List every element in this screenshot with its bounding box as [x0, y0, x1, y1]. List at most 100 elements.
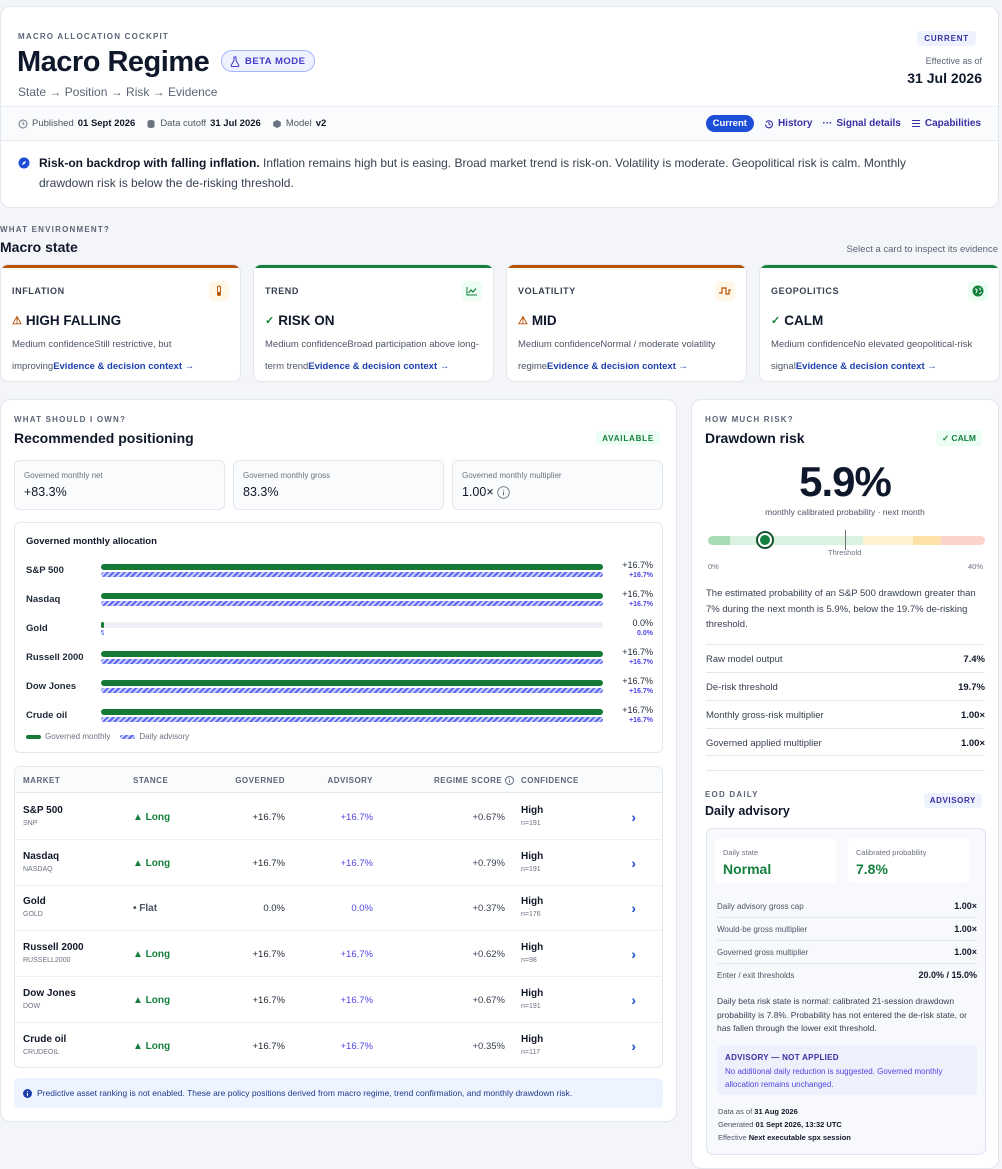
regime-score: +0.67% — [472, 812, 506, 823]
table-row[interactable]: Russell 2000 RUSSELL2000 ▲ Long +16.7% +16.7… — [15, 931, 662, 978]
info-icon[interactable] — [496, 485, 510, 499]
macro-state-hint: Select a card to inspect its evidence — [846, 244, 998, 255]
chevron-right-icon[interactable]: › — [631, 900, 636, 917]
effective-session: Effective Next executable spx session — [718, 1133, 851, 1142]
allocation-market: Nasdaq — [26, 594, 61, 605]
chevron-right-icon[interactable]: › — [631, 991, 636, 1008]
stat-value: 83.3% — [243, 485, 279, 499]
advisory-value: +16.7% — [340, 812, 374, 823]
state-card-geopolitics[interactable]: GEOPOLITICS ✓ CALM Medium confidenceNo elev… — [759, 264, 1000, 382]
beta-mode-label: BETA MODE — [245, 55, 306, 67]
market-name: Dow Jones — [23, 987, 76, 999]
table-row[interactable]: Nasdaq NASDAQ ▲ Long +16.7% +16.7% +0.79% High… — [15, 840, 662, 886]
chevron-right-icon[interactable]: › — [631, 1037, 636, 1054]
chevron-right-icon[interactable]: › — [631, 854, 636, 871]
market-name: S&P 500 — [23, 805, 63, 816]
table-row[interactable]: Gold GOLD • Flat 0.0% 0.0% +0.37% High n=176 › — [15, 885, 662, 932]
evidence-link[interactable]: Evidence & decision context → — [53, 361, 195, 372]
threshold-marker — [845, 530, 846, 550]
drawdown-risk-card: HOW MUCH RISK? Drawdown risk ✓ CALM 5.9%… — [691, 399, 999, 1169]
current-view-button[interactable]: Current — [705, 115, 754, 132]
market-ticker: SNP — [23, 820, 38, 827]
chevron-right-icon[interactable]: › — [631, 809, 636, 825]
history-link[interactable]: History — [764, 118, 812, 129]
more-dots-icon: ··· — [822, 118, 833, 129]
state-card-inflation[interactable]: INFLATION ⚠ HIGH FALLING Medium confidenceS… — [0, 264, 241, 382]
market-ticker: DOW — [23, 1002, 41, 1010]
signal-details-link[interactable]: ··· Signal details — [822, 118, 900, 129]
table-row[interactable]: S&P 500 SNP ▲ Long +16.7% +16.7% +0.67% High n=… — [15, 794, 662, 840]
market-name: Gold — [23, 896, 46, 908]
allocation-row: Nasdaq +16.7% +16.7% — [26, 589, 653, 611]
card-mark: ✓ — [771, 315, 781, 327]
card-description: Medium confidenceNormal / moderate volat… — [518, 334, 734, 378]
card-description: Medium confidenceBroad participation abo… — [265, 334, 481, 378]
stance: ▲ Long — [133, 1040, 171, 1052]
state-card-trend[interactable]: TREND ✓ RISK ON Medium confidenceBroad part… — [253, 264, 494, 382]
market-ticker: GOLD — [23, 911, 43, 919]
card-value-text: MID — [531, 313, 557, 328]
table-row[interactable]: Dow Jones DOW ▲ Long +16.7% +16.7% +0.67% High… — [15, 977, 662, 1023]
stat-value: +83.3% — [24, 485, 67, 499]
info-filled-icon — [23, 1088, 32, 1098]
daily-row: Enter / exit thresholds 20.0% / 15.0% — [717, 970, 977, 980]
risk-title: Drawdown risk — [705, 430, 805, 446]
card-accent — [1, 265, 240, 268]
card-mark: ⚠ — [12, 315, 22, 327]
market-name: Nasdaq — [23, 850, 60, 862]
regime-score: +0.62% — [472, 949, 506, 961]
governed-value: 0.0% — [632, 618, 653, 628]
stat-value: 1.00× — [462, 485, 494, 499]
confidence: High — [521, 850, 544, 862]
advisory-bar — [101, 630, 104, 635]
evidence-link[interactable]: Evidence & decision context → — [547, 361, 689, 372]
table-row[interactable]: Crude oil CRUDEOIL ▲ Long +16.7% +16.7% +0.35… — [15, 1023, 662, 1068]
advisory-bar — [101, 572, 603, 577]
summary-headline: Risk-on backdrop with falling inflation. — [39, 156, 260, 170]
chevron-right-icon[interactable]: › — [631, 946, 636, 963]
not-applied-title: ADVISORY — NOT APPLIED — [725, 1053, 839, 1062]
card-label: GEOPOLITICS — [771, 286, 840, 296]
drawdown-probability-caption: monthly calibrated probability · next mo… — [765, 507, 925, 517]
published-value: 01 Sept 2026 — [77, 118, 136, 129]
advisory-value: +16.7% — [340, 857, 374, 869]
card-label: INFLATION — [12, 286, 65, 296]
advisory-bar — [101, 717, 603, 722]
not-applied-desc: No additional daily reduction is suggest… — [725, 1067, 943, 1089]
card-value: ⚠ HIGH FALLING — [12, 313, 121, 328]
info-icon[interactable] — [505, 776, 515, 785]
stat-label: Governed monthly gross — [243, 471, 331, 480]
card-mark: ✓ — [265, 315, 275, 327]
generated-at: Generated 01 Sept 2026, 13:32 UTC — [718, 1120, 842, 1129]
stance: ▲ Long — [133, 812, 171, 823]
capabilities-link[interactable]: Capabilities — [911, 118, 981, 129]
allocation-row: Crude oil +16.7% +16.7% — [26, 705, 653, 727]
evidence-link[interactable]: Evidence & decision context → — [308, 361, 450, 372]
card-accent — [254, 265, 493, 268]
table-header: MARKET STANCE GOVERNED ADVISORY REGIME S… — [15, 767, 662, 793]
stat-monthly-multiplier: Governed monthly multiplier 1.00× — [452, 460, 663, 510]
regime-score: +0.37% — [472, 903, 506, 915]
gauge-max-label: 40% — [967, 562, 983, 571]
allocation-market: Gold — [26, 623, 48, 634]
kv-monthly-multiplier: Monthly gross-risk multiplier 1.00× — [706, 700, 985, 728]
advisory-value: +16.7% — [629, 601, 653, 608]
market-ticker: RUSSELL2000 — [23, 957, 71, 965]
summary-body: Inflation remains high but is easing. Br… — [39, 156, 906, 190]
confidence: High — [521, 942, 544, 954]
advisory-value: +16.7% — [340, 1040, 374, 1052]
trend-chart-icon — [462, 281, 482, 301]
state-card-volatility[interactable]: VOLATILITY ⚠ MID Medium confidenceNormal / … — [506, 264, 747, 382]
evidence-link[interactable]: Evidence & decision context → — [795, 361, 937, 372]
col-confidence: CONFIDENCE — [521, 776, 579, 785]
governed-value: +16.7% — [252, 857, 286, 869]
governed-value: +16.7% — [622, 705, 653, 715]
market-table: MARKET STANCE GOVERNED ADVISORY REGIME S… — [14, 766, 663, 1068]
card-desc-text: Still restrictive, but improving — [12, 339, 172, 372]
daily-row: Would-be gross multiplier 1.00× — [717, 918, 977, 941]
card-confidence: Medium confidence — [12, 339, 95, 350]
card-label: TREND — [265, 286, 299, 296]
globe-icon — [968, 281, 988, 301]
stat-label: Governed monthly multiplier — [462, 471, 562, 480]
governed-value: +16.7% — [252, 1040, 286, 1052]
